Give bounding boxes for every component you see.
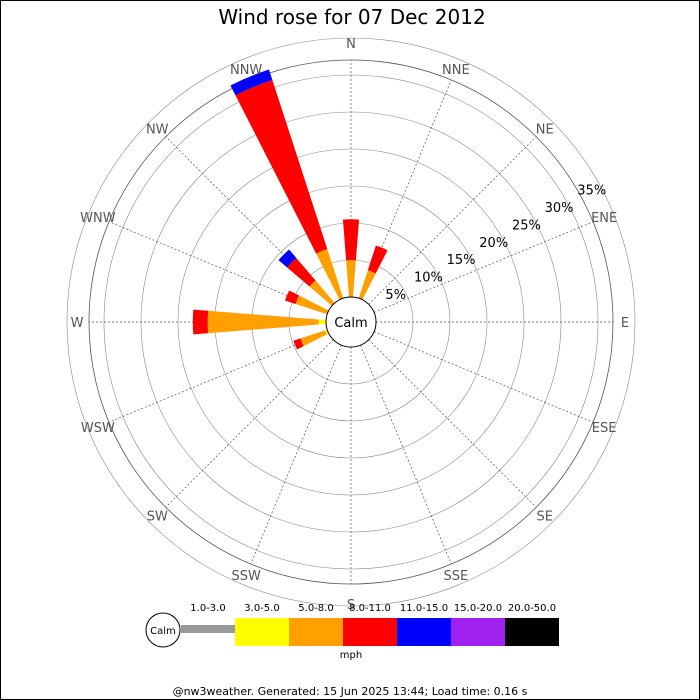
- legend-swatch-1: [181, 625, 235, 633]
- spoke-ene: [373, 221, 594, 313]
- direction-label-nne: NNE: [442, 63, 470, 78]
- direction-label-ene: ENE: [591, 211, 617, 226]
- direction-label-ese: ESE: [592, 421, 617, 436]
- direction-label-nnw: NNW: [230, 63, 262, 78]
- footer-text: @nw3weather. Generated: 15 Jun 2025 13:4…: [173, 685, 528, 698]
- direction-labels: 5%10%15%20%25%30%35%NNNENEENEEESESESSESS…: [71, 37, 630, 613]
- direction-label-nw: NW: [146, 122, 169, 137]
- bar-nnw-bin-4: [235, 80, 328, 254]
- legend-calm-circle: [145, 612, 181, 648]
- bar-wnw-bin-4: [284, 290, 300, 304]
- bar-nnw-bin-3: [316, 248, 344, 300]
- spoke-sse: [360, 344, 452, 565]
- direction-label-sw: SW: [147, 510, 168, 525]
- bar-w-bin-3: [207, 310, 319, 334]
- legend-swatch-7: [505, 618, 559, 646]
- legend-label-3: 5.0-8.0: [298, 603, 333, 614]
- legend-label-6: 15.0-20.0: [454, 603, 502, 614]
- direction-label-s: S: [347, 598, 355, 613]
- spoke-se: [368, 339, 537, 508]
- bar-n-bin-4: [342, 219, 360, 261]
- spoke-ssw: [250, 344, 342, 565]
- chart-title: Wind rose for 07 Dec 2012: [218, 5, 485, 29]
- bar-wsw-bin-3: [300, 330, 327, 347]
- bar-wnw-bin-3: [295, 295, 329, 315]
- direction-label-se: SE: [537, 510, 553, 525]
- legend-label-1: 1.0-3.0: [190, 603, 225, 614]
- direction-label-sse: SSE: [443, 569, 468, 584]
- grid-ring-7: [66, 37, 636, 607]
- ring-label-15: 15%: [447, 253, 476, 268]
- legend-swatch-3: [289, 618, 343, 646]
- bar-wsw-bin-2: [325, 329, 329, 335]
- bar-nw-bin-5: [278, 249, 297, 268]
- spoke-wnw: [108, 221, 329, 313]
- direction-label-ssw: SSW: [231, 569, 261, 584]
- legend-label-5: 11.0-15.0: [400, 603, 448, 614]
- legend-unit: mph: [340, 650, 362, 661]
- calm-label: Calm: [334, 316, 367, 331]
- ring-label-25: 25%: [512, 218, 541, 233]
- spoke-wsw: [108, 331, 329, 423]
- direction-label-w: W: [71, 316, 84, 331]
- bar-w-bin-4: [192, 309, 209, 335]
- spoke-nw: [165, 136, 334, 305]
- direction-label-ne: NE: [536, 122, 554, 137]
- legend-swatch-6: [451, 618, 505, 646]
- spoke-ese: [373, 331, 594, 423]
- spoke-ne: [368, 136, 537, 305]
- bar-nw-bin-3: [309, 280, 335, 306]
- spoke-nne: [360, 79, 452, 300]
- direction-label-wnw: WNW: [80, 211, 116, 226]
- spoke-sw: [165, 339, 334, 508]
- ring-label-30: 30%: [545, 201, 574, 216]
- bar-n-bin-3: [346, 260, 356, 298]
- legend-label-2: 3.0-5.0: [244, 603, 279, 614]
- legend-label-7: 20.0-50.0: [508, 603, 556, 614]
- ring-label-20: 20%: [479, 236, 508, 251]
- legend: Calm 1.0-3.0 3.0-5.0 5.0-8.0 8.0-11.0 11.0-15…: [145, 603, 559, 661]
- wind-bars: [192, 69, 388, 350]
- ring-label-35: 35%: [577, 184, 606, 199]
- legend-swatch-4: [343, 618, 397, 646]
- legend-label-4: 8.0-11.0: [349, 603, 391, 614]
- bar-w-bin-2: [318, 319, 327, 325]
- bar-wsw-bin-4: [293, 338, 304, 350]
- direction-label-wsw: WSW: [81, 421, 115, 436]
- bar-nw-bin-4: [286, 257, 316, 287]
- direction-label-e: E: [621, 316, 629, 331]
- bar-nne-bin-3: [358, 270, 376, 300]
- legend-calm-label: Calm: [150, 626, 176, 637]
- ring-label-5: 5%: [385, 288, 406, 303]
- bar-nne-bin-4: [367, 245, 388, 274]
- direction-label-n: N: [346, 37, 356, 52]
- legend-swatch-5: [397, 618, 451, 646]
- ring-label-10: 10%: [414, 271, 443, 286]
- bar-nnw-bin-5: [230, 69, 273, 96]
- calm-circle: Calm: [325, 296, 377, 348]
- legend-swatch-2: [235, 618, 289, 646]
